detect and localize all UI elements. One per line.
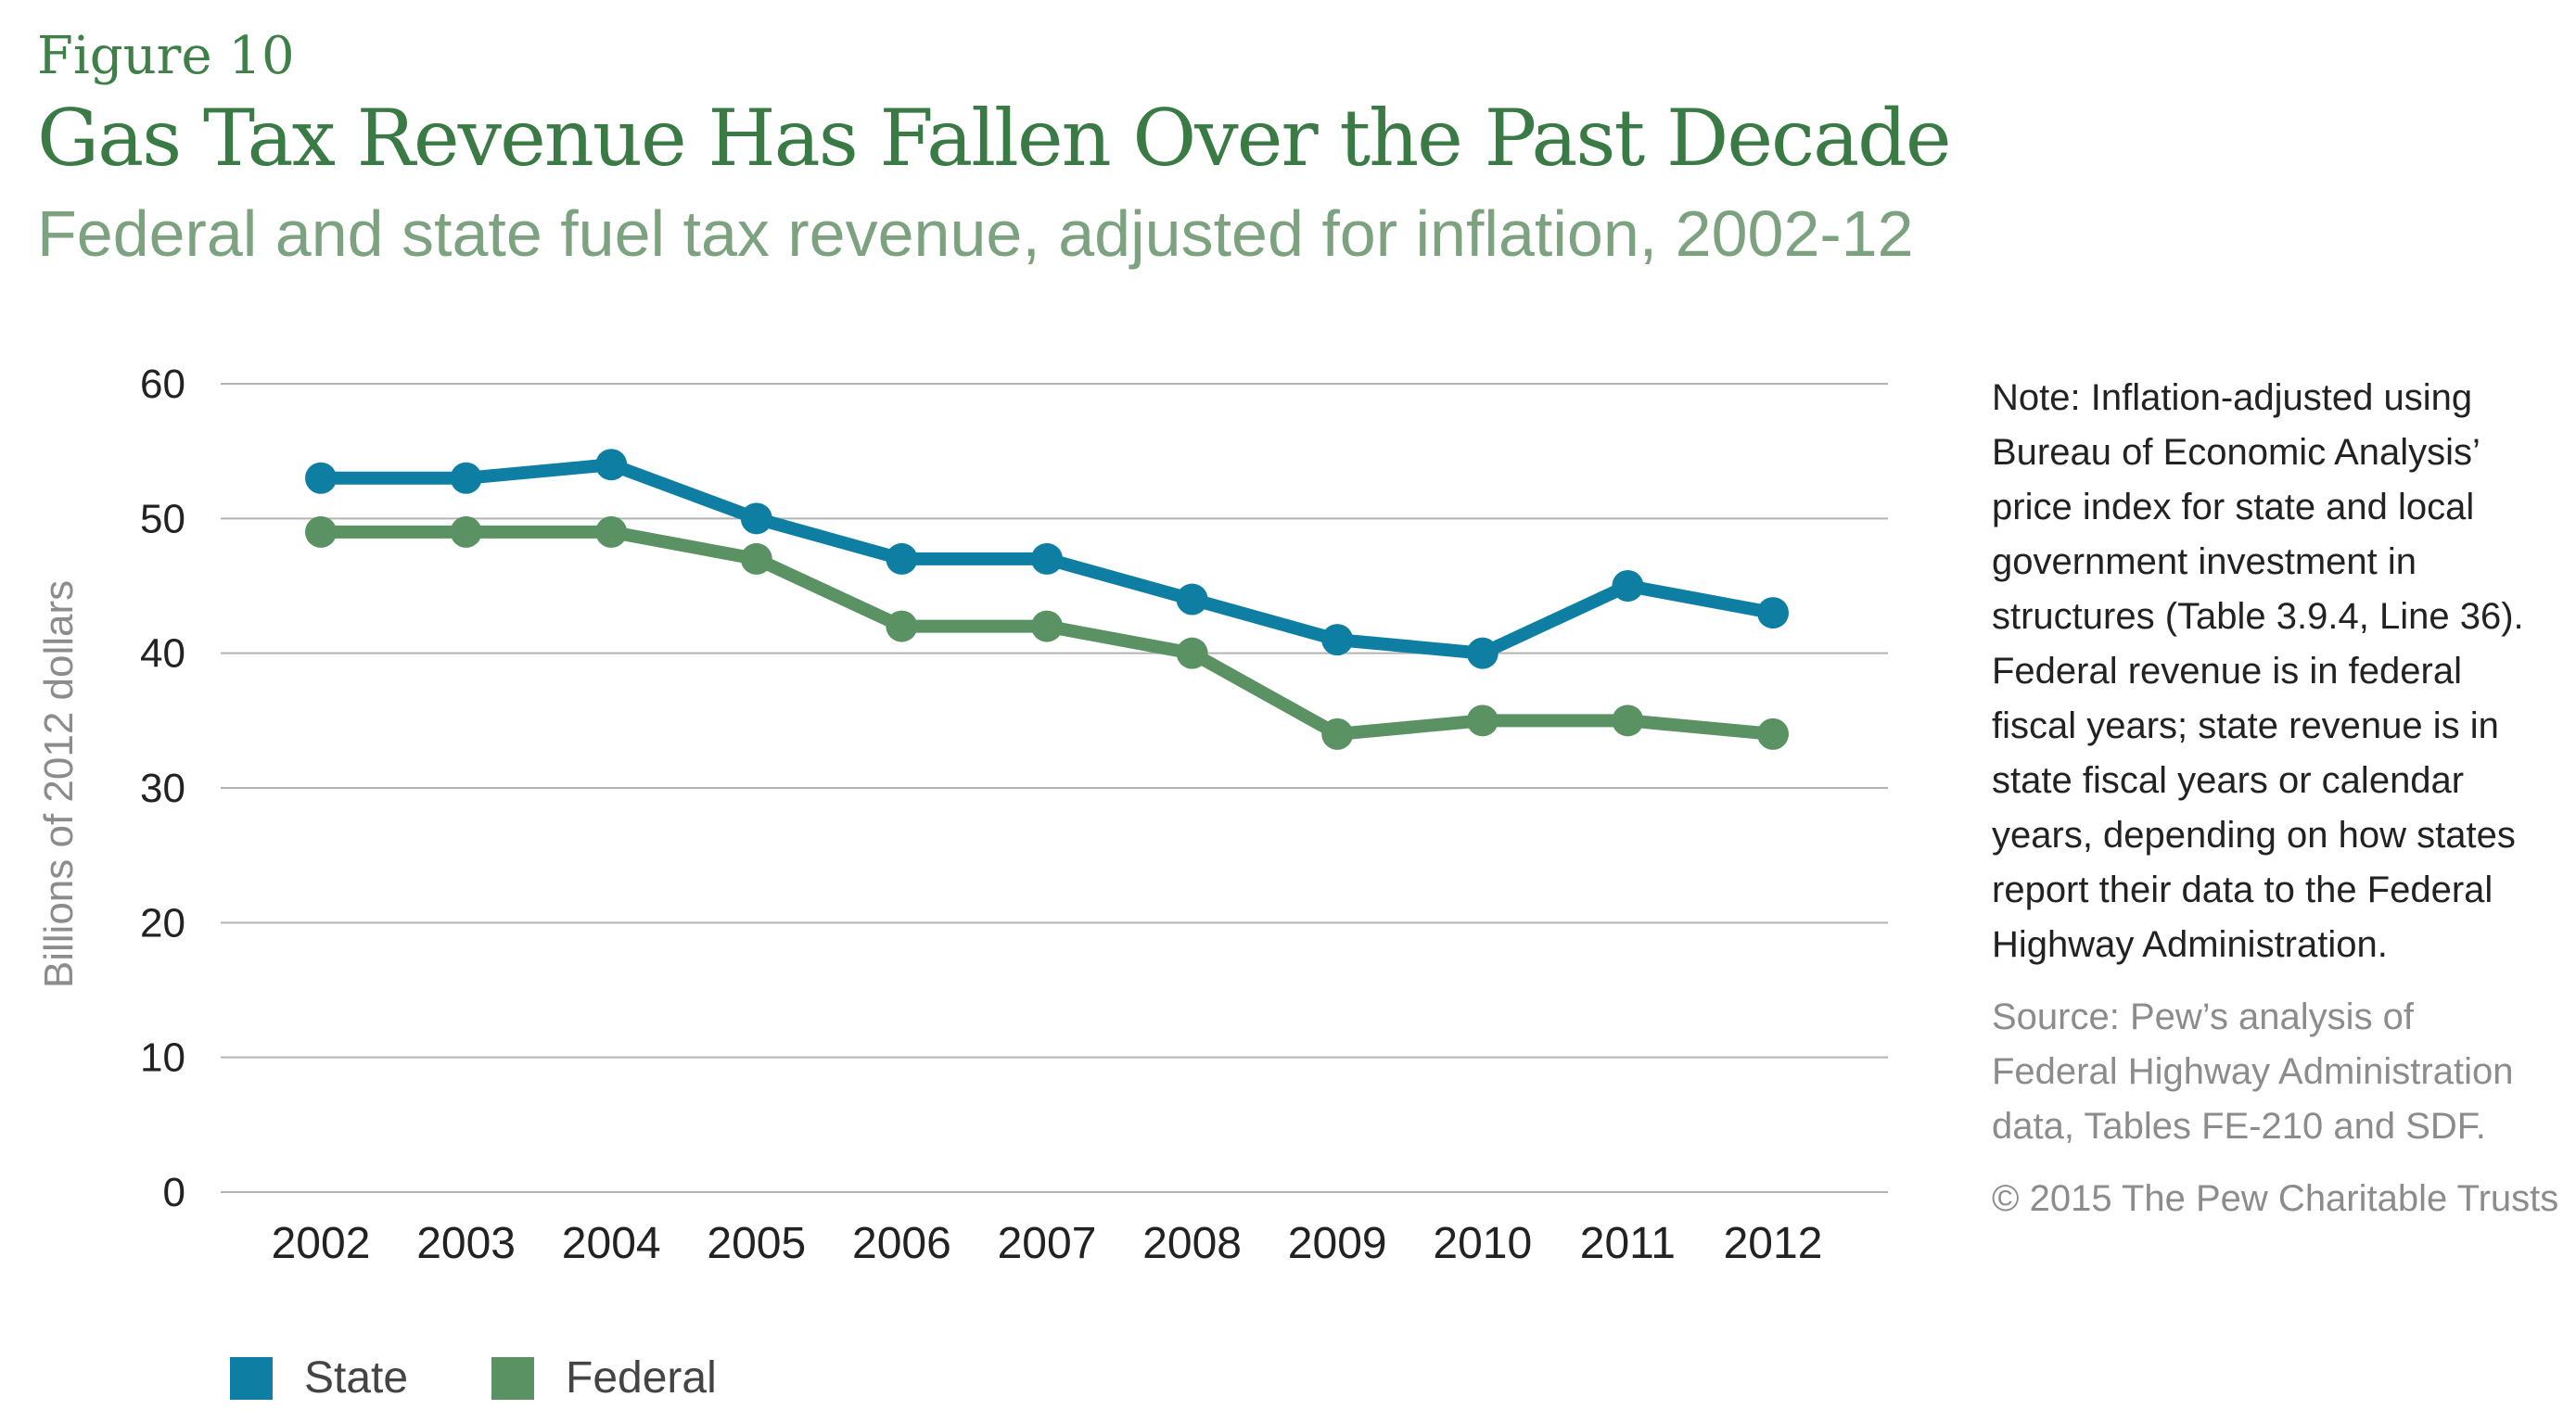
x-tick-label: 2004 [562,1219,661,1268]
data-point-state [595,449,628,481]
x-tick-label: 2007 [998,1219,1097,1268]
data-point-state [886,542,918,575]
chart-subtitle: Federal and state fuel tax revenue, adju… [37,197,1914,270]
data-point-federal [1031,610,1063,642]
y-tick-label: 40 [140,631,185,677]
data-point-state [305,462,337,494]
legend-label: State [304,1353,408,1403]
source-text: Source: Pew’s analysis of Federal Highwa… [1992,997,2514,1147]
y-tick-labels: 0 10 20 30 40 50 60 [140,362,185,1215]
data-point-federal [1757,717,1789,750]
data-point-state [1321,624,1354,656]
gridlines [221,383,1888,1193]
legend-swatch [230,1357,273,1400]
y-tick-label: 60 [140,362,185,407]
data-point-federal [1466,705,1498,737]
y-tick-label: 20 [140,900,185,946]
note-text: Note: Inflation-adjusted using Bureau of… [1992,377,2524,965]
legend-item-state: State [230,1353,408,1403]
y-axis-label: Billions of 2012 dollars [36,580,82,988]
legend-label: Federal [566,1353,717,1403]
data-point-federal [1176,637,1208,669]
x-tick-label: 2008 [1142,1219,1242,1268]
data-point-federal [305,515,337,548]
series-state [305,449,1789,669]
x-tick-label: 2012 [1724,1219,1823,1268]
x-tick-label: 2009 [1288,1219,1387,1268]
legend-item-federal: Federal [491,1353,717,1403]
data-point-federal [450,515,482,548]
y-tick-label: 0 [163,1170,185,1215]
x-tick-label: 2006 [852,1219,951,1268]
x-tick-labels: 2002 2003 2004 2005 2006 2007 2008 2009 2010 2011… [272,1219,1823,1268]
data-point-federal [1612,705,1644,737]
data-point-state [740,502,772,535]
data-point-federal [1321,717,1354,750]
x-tick-label: 2011 [1580,1219,1676,1268]
x-tick-label: 2005 [707,1219,806,1268]
data-point-federal [740,542,772,575]
data-point-state [1466,637,1498,669]
data-point-federal [595,515,628,548]
chart-title: Gas Tax Revenue Has Fallen Over the Past… [37,93,1952,184]
data-point-state [1757,597,1789,629]
y-tick-label: 10 [140,1035,185,1081]
y-tick-label: 30 [140,766,185,811]
series-lines [305,449,1789,750]
data-point-state [450,462,482,494]
copyright-text: © 2015 The Pew Charitable Trusts [1992,1178,2559,1219]
y-tick-label: 50 [140,496,185,541]
x-tick-label: 2003 [416,1219,516,1268]
figure-label: Figure 10 [37,26,295,86]
legend-swatch [491,1357,534,1400]
x-tick-label: 2010 [1433,1219,1532,1268]
x-tick-label: 2002 [272,1219,371,1268]
data-point-state [1031,542,1063,575]
data-point-state [1176,583,1208,616]
legend: State Federal [230,1353,717,1403]
series-federal [305,515,1789,750]
data-point-state [1612,570,1644,602]
data-point-federal [886,610,918,642]
